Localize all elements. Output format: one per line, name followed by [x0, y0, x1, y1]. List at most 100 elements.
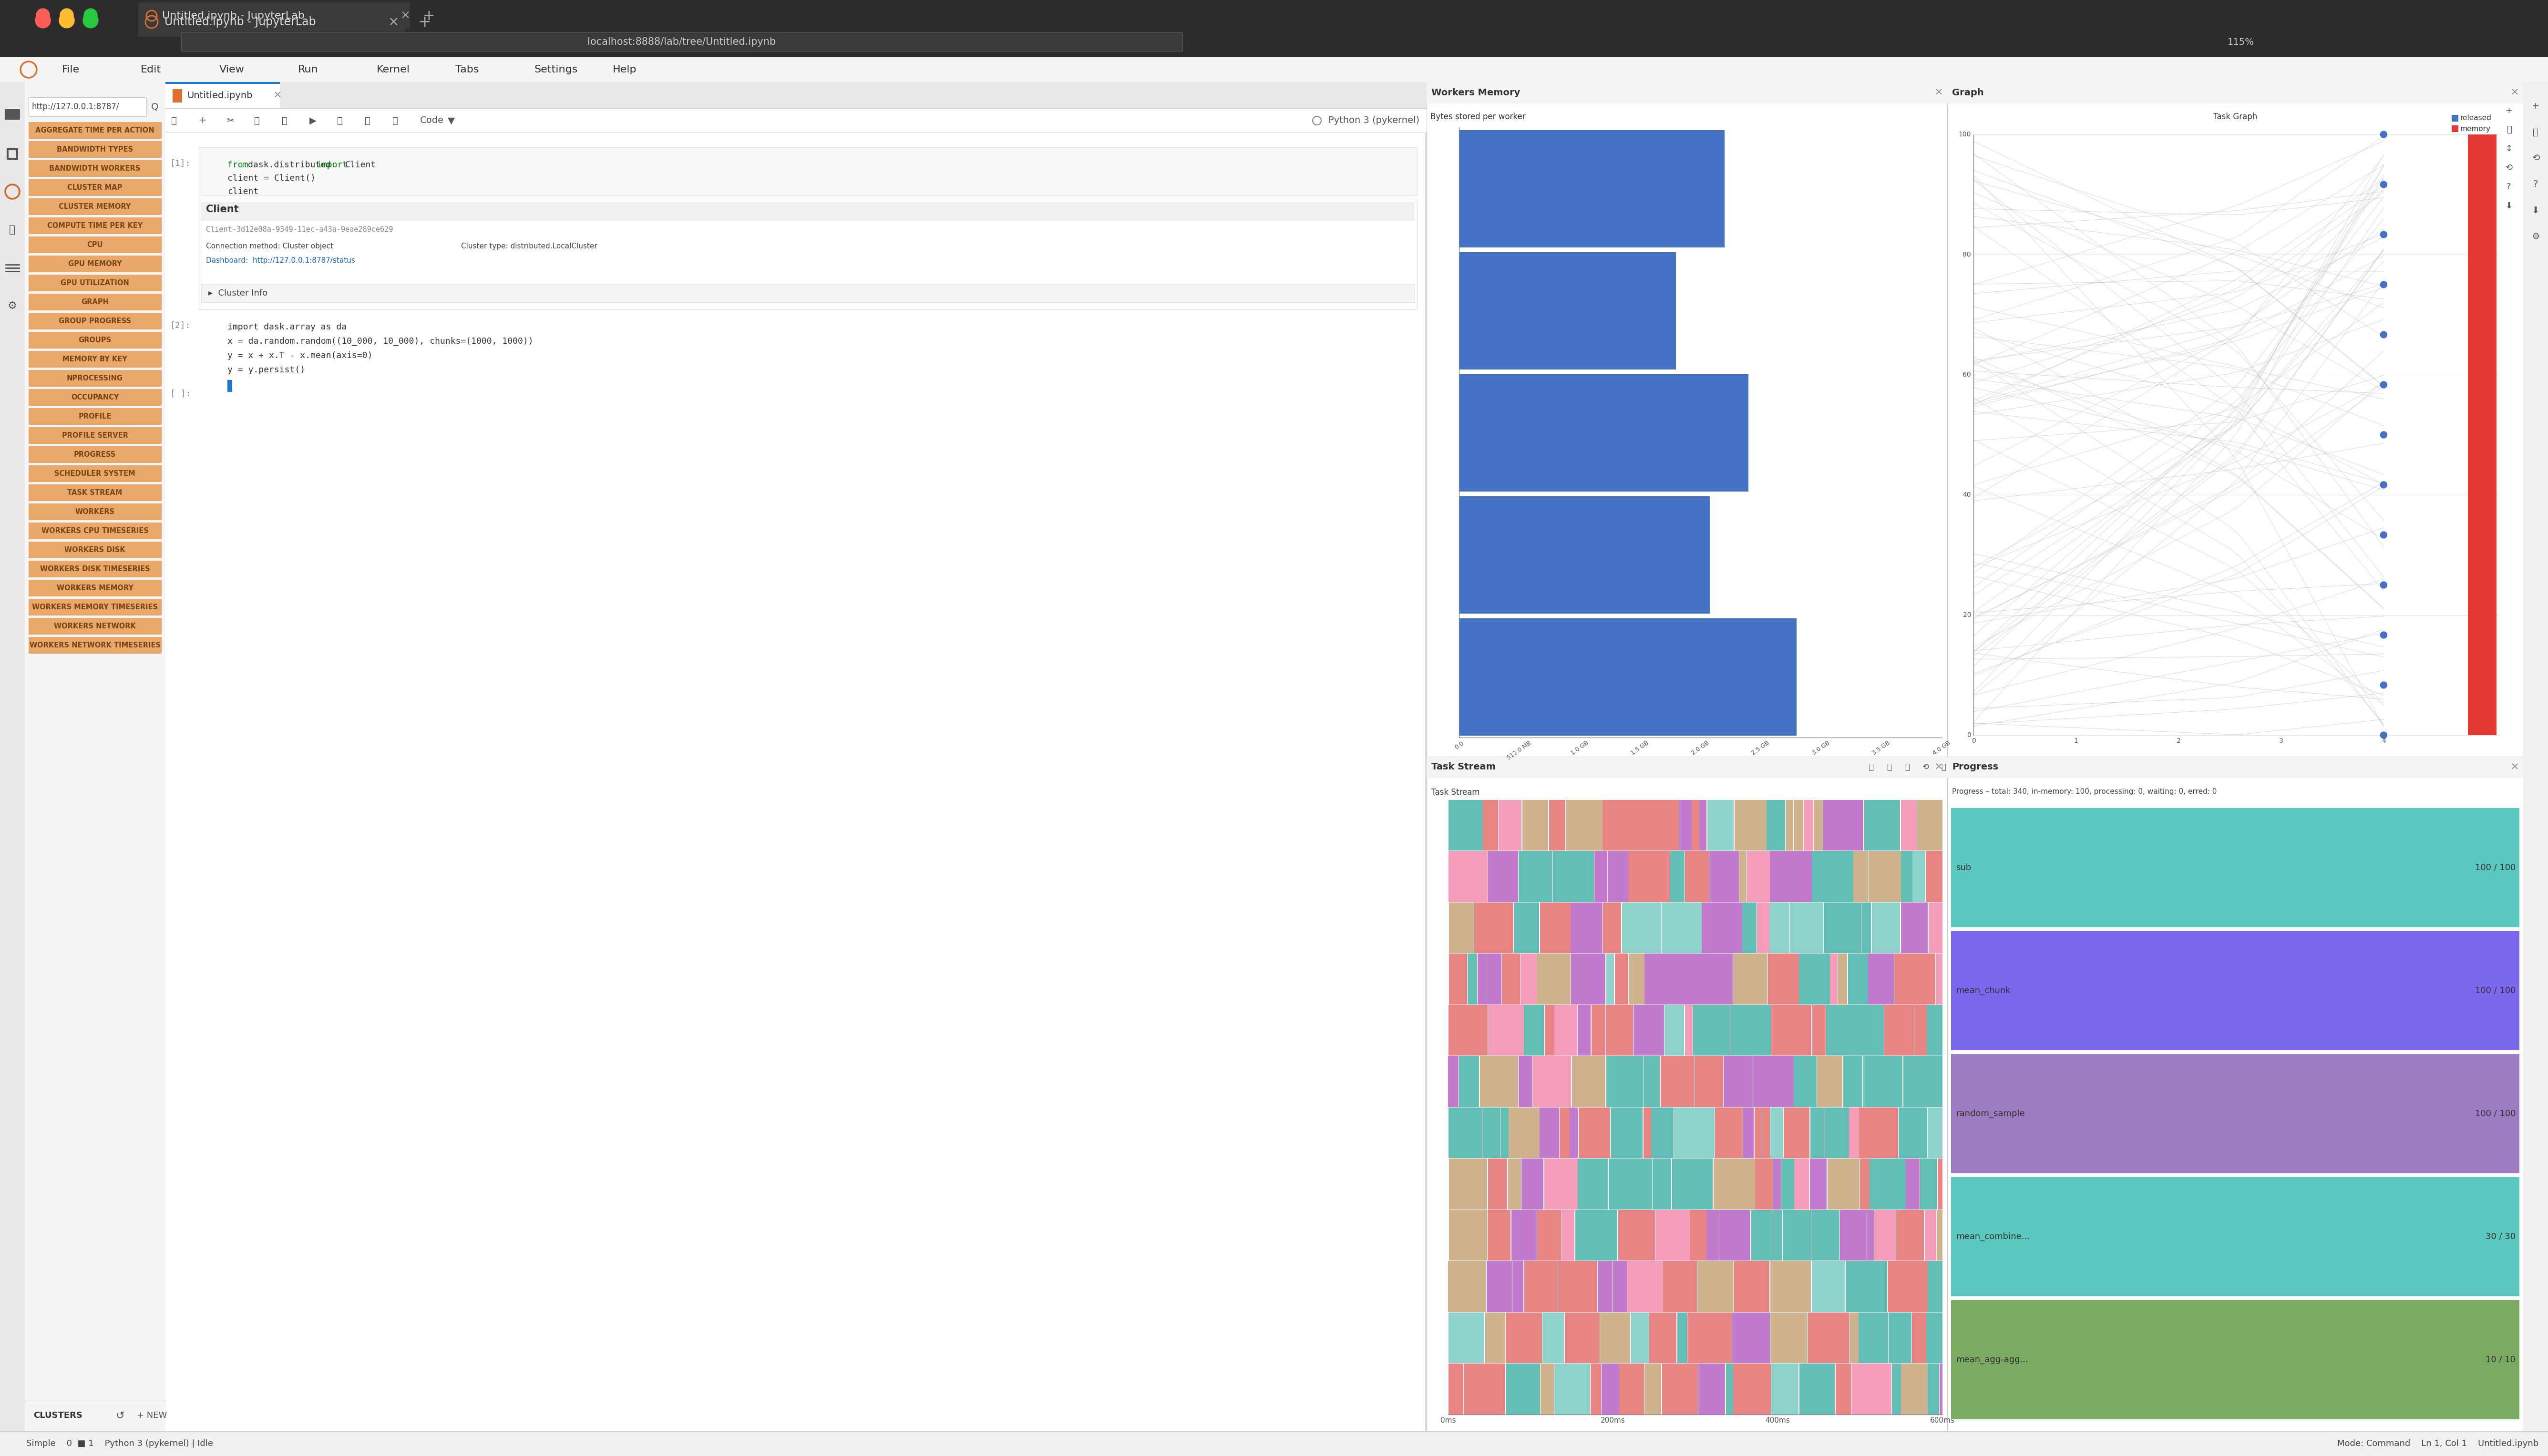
- Bar: [1554, 1363, 1590, 1414]
- Bar: [1868, 954, 1893, 1005]
- Text: [1]:: [1]:: [171, 159, 191, 167]
- Bar: [1610, 1159, 1638, 1210]
- Text: memory: memory: [2461, 125, 2492, 132]
- Bar: [0, 1431, 2548, 1456]
- Bar: [1725, 1056, 1753, 1107]
- Bar: [1460, 496, 1710, 613]
- Text: ×: ×: [387, 15, 400, 29]
- Bar: [1852, 850, 1868, 901]
- Bar: [1835, 1363, 1852, 1414]
- Text: +: +: [2533, 102, 2540, 111]
- Bar: [1929, 1363, 1939, 1414]
- Bar: [201, 284, 1414, 303]
- Bar: [1842, 1056, 1863, 1107]
- Bar: [1514, 903, 1539, 954]
- Text: OCCUPANCY: OCCUPANCY: [71, 393, 120, 400]
- Bar: [28, 275, 161, 291]
- Bar: [1643, 954, 1682, 1005]
- Bar: [1488, 1159, 1508, 1210]
- Bar: [1906, 1159, 1919, 1210]
- Text: View: View: [219, 66, 245, 74]
- Text: 2.0 GB: 2.0 GB: [1689, 740, 1710, 757]
- Text: WORKERS CPU TIMESERIES: WORKERS CPU TIMESERIES: [41, 527, 148, 534]
- Text: 200ms: 200ms: [1600, 1417, 1626, 1424]
- Text: BANDWIDTH WORKERS: BANDWIDTH WORKERS: [48, 165, 140, 172]
- Bar: [1784, 1107, 1809, 1158]
- Text: ↺: ↺: [115, 1411, 125, 1420]
- Bar: [1875, 1210, 1896, 1261]
- Bar: [1575, 1210, 1618, 1261]
- Circle shape: [84, 13, 99, 28]
- Bar: [1463, 1363, 1506, 1414]
- Bar: [1707, 1312, 1733, 1363]
- Bar: [1572, 1056, 1605, 1107]
- Bar: [166, 82, 280, 108]
- Bar: [1733, 1363, 1771, 1414]
- Bar: [1827, 1159, 1860, 1210]
- Bar: [1814, 799, 1822, 850]
- Bar: [1824, 799, 1863, 850]
- Text: 0: 0: [1967, 732, 1972, 738]
- Circle shape: [2380, 431, 2387, 438]
- Bar: [28, 294, 161, 310]
- Bar: [1661, 903, 1702, 954]
- Text: import: import: [316, 160, 352, 169]
- Bar: [1684, 850, 1710, 901]
- Bar: [1827, 1005, 1845, 1056]
- Bar: [1679, 799, 1692, 850]
- Bar: [1947, 757, 2523, 778]
- Text: ↕: ↕: [2505, 144, 2512, 153]
- Text: WORKERS NETWORK TIMESERIES: WORKERS NETWORK TIMESERIES: [31, 642, 161, 648]
- Text: ▸  Cluster Info: ▸ Cluster Info: [209, 288, 268, 297]
- Bar: [1809, 1159, 1827, 1210]
- Bar: [1564, 1312, 1600, 1363]
- Bar: [0, 0, 2548, 45]
- Text: 115%: 115%: [2227, 38, 2255, 47]
- Bar: [1577, 1107, 1610, 1158]
- Bar: [1743, 1107, 1753, 1158]
- Text: ▼: ▼: [448, 116, 456, 125]
- Bar: [1847, 954, 1868, 1005]
- Bar: [28, 332, 161, 348]
- Bar: [1450, 799, 1483, 850]
- Bar: [28, 504, 161, 520]
- Bar: [1799, 1261, 1812, 1312]
- Bar: [1771, 1312, 1807, 1363]
- Text: Settings: Settings: [535, 66, 578, 74]
- Bar: [1898, 1107, 1926, 1158]
- Bar: [1656, 1210, 1689, 1261]
- Text: Untitled.ipynb - JupyterLab: Untitled.ipynb - JupyterLab: [166, 16, 316, 28]
- Bar: [1460, 130, 1725, 248]
- Bar: [28, 351, 161, 367]
- Text: [2]:: [2]:: [171, 322, 191, 331]
- Text: y = x + x.T - x.mean(axis=0): y = x + x.T - x.mean(axis=0): [227, 351, 372, 360]
- Bar: [1664, 1005, 1684, 1056]
- Bar: [1809, 1107, 1824, 1158]
- Text: CLUSTER MAP: CLUSTER MAP: [66, 183, 122, 191]
- Bar: [1873, 903, 1901, 954]
- Text: ×: ×: [1934, 763, 1944, 772]
- Text: ✂: ✂: [227, 116, 234, 125]
- Bar: [1524, 799, 1549, 850]
- Bar: [1921, 1159, 1936, 1210]
- Bar: [1485, 954, 1501, 1005]
- Bar: [1603, 1363, 1618, 1414]
- Bar: [1603, 799, 1638, 850]
- Bar: [1638, 1159, 1651, 1210]
- Text: 30 / 30: 30 / 30: [2484, 1232, 2515, 1241]
- Bar: [1506, 1363, 1539, 1414]
- Bar: [1559, 1107, 1570, 1158]
- Bar: [1735, 799, 1766, 850]
- Bar: [1947, 757, 2523, 1431]
- Bar: [1748, 850, 1771, 901]
- Text: WORKERS DISK: WORKERS DISK: [64, 546, 125, 553]
- Text: Untitled.ipynb - JupyterLab: Untitled.ipynb - JupyterLab: [163, 12, 306, 20]
- Bar: [1524, 1261, 1557, 1312]
- Bar: [1628, 850, 1669, 901]
- Bar: [1901, 1363, 1926, 1414]
- Bar: [1508, 1107, 1539, 1158]
- Bar: [1733, 1312, 1771, 1363]
- Bar: [1638, 799, 1679, 850]
- Bar: [1664, 1261, 1697, 1312]
- Bar: [1886, 1005, 1914, 1056]
